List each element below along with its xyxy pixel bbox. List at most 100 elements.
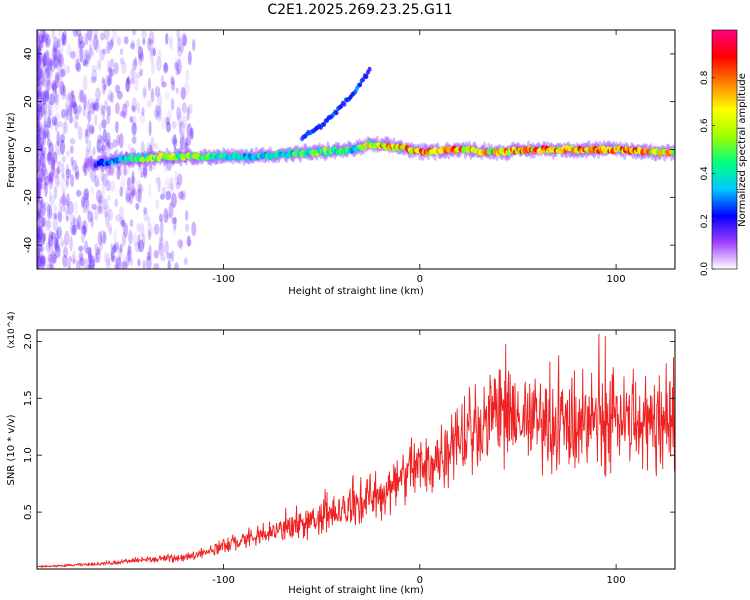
heatmap-noise-cell [155,105,161,117]
heatmap-noise-cell [77,214,82,230]
heatmap-noise-cell [70,254,77,264]
heatmap-noise-cell [82,50,89,66]
heatmap-noise-cell [73,217,80,228]
heatmap-noise-cell [40,30,46,39]
heatmap-noise-cell [37,91,40,98]
heatmap-noise-cell [185,68,190,82]
heatmap-noise-cell [37,52,40,66]
heatmap-noise-cell [61,31,65,46]
heatmap-noise-cell [92,146,96,156]
heatmap-noise-cell [98,123,102,132]
heatmap-noise-cell [37,212,41,228]
heatmap-noise-cell [186,107,190,122]
heatmap-noise-cell [51,80,57,91]
heatmap-noise-cell [119,216,126,225]
colorbar-tick-label: 0.2 [700,214,710,228]
heatmap-noise-cell [91,98,97,110]
heatmap-noise-cell [37,109,41,120]
heatmap-noise-cell [37,256,42,265]
heatmap-noise-cell [69,109,73,124]
heatmap-noise-cell [124,100,130,109]
heatmap-noise-cell [106,222,113,233]
heatmap-ridge-halo [90,158,95,171]
heatmap-noise-cell [94,243,98,256]
heatmap-noise-cell [150,88,155,103]
heatmap-noise-cell [37,56,41,70]
heatmap-noise-cell [130,175,135,188]
heatmap-noise-cell [61,240,67,247]
heatmap-noise-cell [108,73,113,86]
heatmap-noise-cell [127,245,133,261]
heatmap-noise-cell [89,102,96,115]
heatmap-noise-cell [40,149,45,157]
heatmap-noise-cell [37,158,41,172]
heatmap-noise-cell [83,189,89,203]
heatmap-noise-cell [171,138,178,145]
heatmap-noise-cell [37,30,41,42]
heatmap-noise-cell [101,205,108,214]
heatmap-noise-cell [67,104,73,117]
heatmap-noise-cell [180,131,186,139]
heatmap-noise-cell [125,193,131,203]
snr-series-line [37,333,675,568]
heatmap-noise-cell [37,54,42,71]
heatmap-branch-cell [334,110,339,116]
heatmap-noise-cell [40,255,46,269]
heatmap-noise-cell [147,77,151,91]
heatmap-noise-cell [121,60,127,75]
heatmap-noise-cell [179,136,186,151]
heatmap-noise-cell [39,209,44,219]
heatmap-noise-cell [85,247,92,256]
heatmap-noise-cell [110,242,114,256]
heatmap-noise-cell [100,169,105,182]
colorbar-tick-label: 0.4 [700,166,710,181]
heatmap-noise-cell [48,141,54,156]
heatmap-noise-cell [65,108,69,121]
heatmap-noise-cell [63,246,68,259]
heatmap-noise-cell [183,81,190,97]
heatmap-noise-cell [71,159,78,172]
heatmap-noise-cell [62,192,66,206]
heatmap-noise-cell [57,54,63,65]
heatmap-noise-cell [37,103,42,113]
heatmap-noise-cell [42,90,47,106]
heatmap-noise-cell [77,104,82,114]
heatmap-noise-cell [37,47,41,64]
heatmap-noise-cell [46,79,52,91]
heatmap-noise-cell [99,205,104,215]
heatmap-noise-cell [180,190,186,201]
heatmap-noise-cell [37,208,42,224]
heatmap-noise-cell [175,87,179,94]
heatmap-noise-cell [48,238,52,249]
heatmap-noise-cell [38,136,44,147]
heatmap-noise-cell [145,255,152,269]
heatmap-noise-cell [37,129,40,144]
heatmap-noise-cell [52,115,57,126]
heatmap-noise-cell [48,260,54,269]
heatmap-noise-cell [148,39,155,46]
heatmap-noise-cell [43,120,48,128]
heatmap-noise-cell [80,225,87,235]
heatmap-noise-cell [56,131,60,147]
heatmap-noise-cell [62,254,68,268]
heatmap-noise-cell [41,216,46,228]
heatmap-noise-cell [115,102,120,115]
heatmap-noise-cell [76,188,80,198]
heatmap-noise-cell [112,229,117,244]
heatmap-noise-cell [69,101,73,111]
heatmap-noise-cell [42,202,46,217]
heatmap-noise-cell [37,101,43,113]
heatmap-noise-cell [69,174,75,188]
heatmap-noise-cell [37,210,41,220]
heatmap-noise-cell [93,175,100,188]
heatmap-noise-cell [54,141,59,156]
heatmap-noise-cell [37,57,40,74]
heatmap-noise-cell [44,32,50,41]
heatmap-noise-cell [47,151,52,162]
heatmap-noise-cell [156,56,162,72]
heatmap-noise-cell [56,160,62,167]
heatmap-noise-cell [160,193,165,200]
heatmap-noise-cell [69,93,74,108]
heatmap-noise-cell [37,177,43,187]
heatmap-noise-cell [87,263,92,269]
